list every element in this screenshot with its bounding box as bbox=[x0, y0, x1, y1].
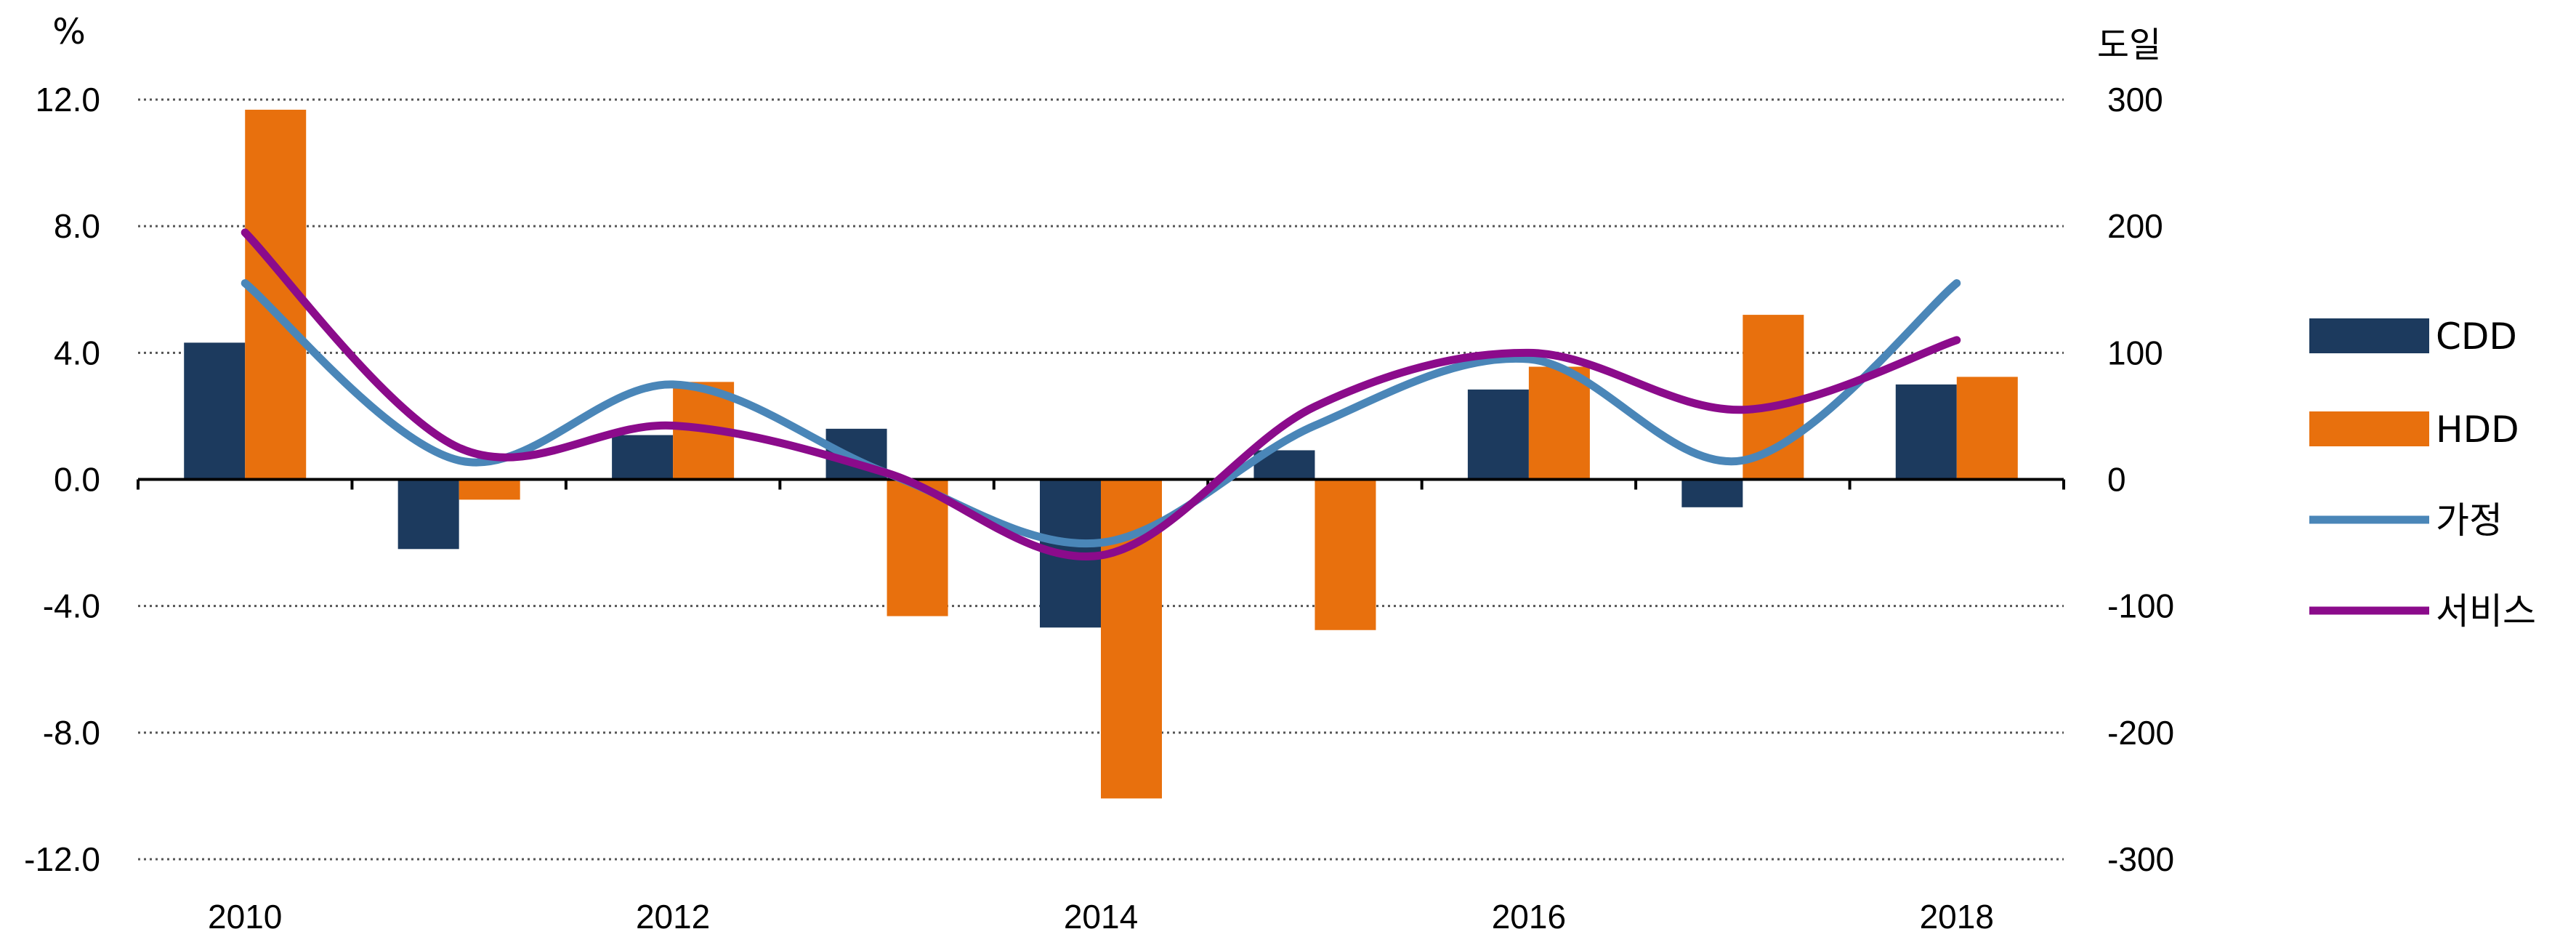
left-y-axis: % 12.0 8.0 4.0 0.0 -4.0 -8.0 -12.0 bbox=[24, 12, 100, 878]
right-tick-label: 200 bbox=[2107, 207, 2163, 245]
x-tick-label: 2014 bbox=[1064, 898, 1138, 936]
hdd-bar bbox=[1528, 366, 1590, 480]
x-tick-label: 2010 bbox=[208, 898, 282, 936]
x-axis-labels: 2010 2012 2014 2016 2018 bbox=[208, 898, 1994, 936]
cdd-bar bbox=[1895, 384, 1957, 480]
x-tick-label: 2012 bbox=[636, 898, 710, 936]
right-tick-label: 100 bbox=[2107, 334, 2163, 371]
household-line bbox=[241, 279, 1961, 548]
cdd-bar bbox=[397, 479, 459, 550]
legend-label: 서비스 bbox=[2436, 590, 2536, 632]
legend-label: CDD bbox=[2436, 315, 2517, 358]
legend-label: 가정 bbox=[2436, 499, 2503, 542]
right-tick-label: 300 bbox=[2107, 81, 2163, 118]
x-axis-ticks bbox=[137, 479, 2065, 490]
service-line bbox=[241, 228, 1961, 560]
cdd-bar bbox=[1467, 389, 1529, 480]
legend-swatch-cdd bbox=[2309, 318, 2429, 353]
hdd-bar bbox=[1956, 377, 2018, 480]
right-axis-unit: 도일 bbox=[2097, 25, 2161, 65]
left-tick-label: 12.0 bbox=[35, 81, 100, 118]
legend-swatch-hdd bbox=[2309, 411, 2429, 446]
left-tick-label: 8.0 bbox=[54, 207, 100, 245]
hdd-bar bbox=[887, 479, 948, 616]
cdd-bar bbox=[1681, 479, 1743, 507]
left-tick-label: -4.0 bbox=[43, 587, 100, 625]
line-series bbox=[241, 228, 1961, 560]
bar-series bbox=[184, 109, 2018, 799]
left-tick-label: -8.0 bbox=[43, 714, 100, 752]
hdd-bar bbox=[459, 479, 520, 500]
cdd-bar bbox=[612, 435, 674, 480]
right-tick-label: -100 bbox=[2107, 587, 2174, 625]
right-tick-label: -200 bbox=[2107, 714, 2174, 752]
left-tick-label: 0.0 bbox=[54, 461, 100, 499]
left-axis-unit: % bbox=[52, 12, 86, 52]
right-tick-label: -300 bbox=[2107, 840, 2174, 878]
x-tick-label: 2016 bbox=[1492, 898, 1566, 936]
cdd-bar bbox=[184, 342, 246, 480]
left-tick-label: -12.0 bbox=[24, 840, 100, 878]
left-tick-label: 4.0 bbox=[54, 334, 100, 371]
legend-label: HDD bbox=[2436, 409, 2519, 451]
right-y-axis: 도일 300 200 100 0 -100 -200 -300 bbox=[2097, 25, 2174, 878]
x-tick-label: 2018 bbox=[1920, 898, 1994, 936]
hdd-bar bbox=[1315, 479, 1376, 630]
right-tick-label: 0 bbox=[2107, 461, 2126, 499]
